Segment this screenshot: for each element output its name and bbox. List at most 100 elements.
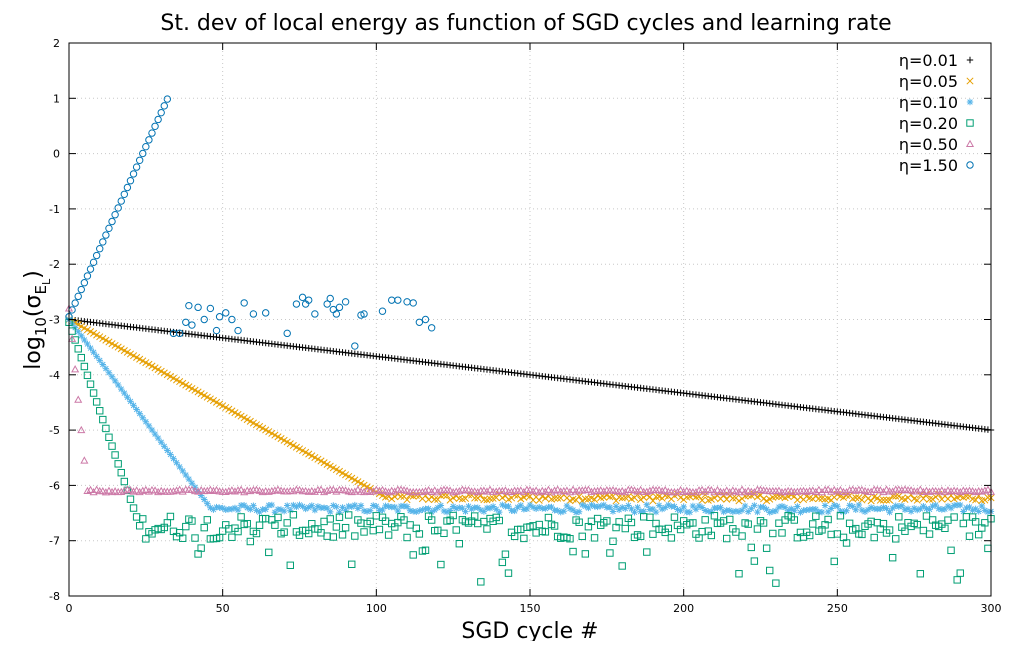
- data-point: [591, 503, 598, 510]
- data-point: [90, 349, 97, 356]
- data-point: [944, 502, 952, 510]
- data-point: [179, 534, 187, 542]
- data-point: [101, 488, 110, 496]
- data-point: [326, 294, 334, 303]
- data-point: [830, 485, 839, 494]
- data-point: [489, 503, 497, 510]
- legend-label: η=0.20: [899, 114, 958, 133]
- data-point: [541, 528, 550, 536]
- data-point: [834, 503, 841, 510]
- data-point: [585, 504, 592, 512]
- data-point: [80, 362, 89, 371]
- legend-marker: [966, 161, 974, 169]
- data-point: [818, 508, 826, 516]
- data-point: [173, 459, 180, 466]
- data-point: [962, 513, 971, 521]
- data-point: [514, 504, 521, 511]
- data-point: [234, 506, 242, 514]
- data-point: [691, 487, 701, 496]
- data-point: [204, 500, 211, 507]
- data-point: [468, 505, 475, 513]
- data-point: [403, 496, 411, 504]
- data-point: [471, 494, 479, 502]
- data-point: [858, 506, 866, 514]
- data-point: [532, 529, 540, 537]
- data-point: [339, 504, 346, 511]
- data-point: [421, 546, 430, 554]
- data-point: [470, 512, 479, 520]
- data-point: [821, 502, 829, 509]
- data-point: [92, 485, 101, 493]
- data-point: [594, 503, 601, 511]
- data-point: [135, 156, 144, 164]
- data-point: [680, 503, 687, 511]
- data-point: [916, 570, 925, 578]
- data-point: [971, 487, 980, 496]
- data-point: [117, 487, 126, 495]
- data-point: [130, 402, 137, 409]
- data-point: [96, 245, 104, 253]
- data-point: [203, 486, 212, 494]
- data-point: [255, 521, 264, 529]
- data-point: [108, 373, 116, 380]
- data-point: [194, 487, 203, 495]
- x-tick-label: 150: [520, 602, 541, 615]
- data-point: [775, 503, 783, 511]
- data-point: [751, 502, 758, 509]
- legend-label: η=1.50: [899, 156, 958, 175]
- data-point: [578, 532, 586, 541]
- data-point: [708, 508, 715, 516]
- data-point: [621, 524, 629, 533]
- data-point: [482, 487, 492, 495]
- data-point: [434, 504, 441, 511]
- data-point: [477, 506, 485, 514]
- data-point: [403, 533, 411, 542]
- data-point: [305, 296, 313, 304]
- legend-label: η=0.10: [899, 93, 958, 112]
- data-point: [139, 414, 146, 421]
- data-point: [710, 487, 719, 496]
- data-point: [803, 506, 810, 514]
- data-point: [133, 406, 140, 413]
- y-axis-label-sub2: E: [32, 285, 50, 294]
- data-point: [108, 217, 116, 226]
- data-point: [957, 501, 964, 509]
- data-point: [145, 422, 153, 430]
- data-point: [486, 505, 494, 512]
- data-point: [89, 258, 98, 267]
- data-point: [926, 506, 933, 513]
- data-point: [200, 315, 208, 324]
- data-point: [886, 496, 894, 504]
- data-point: [338, 531, 347, 539]
- data-point: [126, 176, 135, 185]
- data-point: [333, 503, 340, 510]
- data-point: [634, 504, 641, 511]
- data-point: [766, 509, 773, 516]
- data-point: [836, 485, 845, 494]
- data-point: [244, 504, 251, 511]
- data-point: [253, 507, 260, 514]
- data-point: [940, 487, 949, 496]
- data-point: [645, 486, 654, 494]
- data-point: [286, 561, 294, 569]
- x-tick-label: 300: [981, 602, 1002, 615]
- data-point: [206, 304, 215, 313]
- data-point: [293, 503, 300, 511]
- data-point: [271, 521, 279, 529]
- data-point: [745, 508, 752, 515]
- data-point: [154, 115, 162, 124]
- x-tick-label: 100: [366, 602, 387, 615]
- data-point: [772, 579, 780, 587]
- data-point: [247, 506, 254, 513]
- data-point: [636, 532, 645, 541]
- data-point: [335, 513, 344, 521]
- data-point: [221, 487, 230, 496]
- data-point: [840, 508, 847, 516]
- data-point: [640, 513, 648, 521]
- data-point: [511, 507, 518, 515]
- y-axis-label-log: log: [21, 336, 46, 370]
- data-point: [572, 487, 581, 495]
- data-point: [335, 303, 344, 312]
- data-point: [443, 508, 451, 516]
